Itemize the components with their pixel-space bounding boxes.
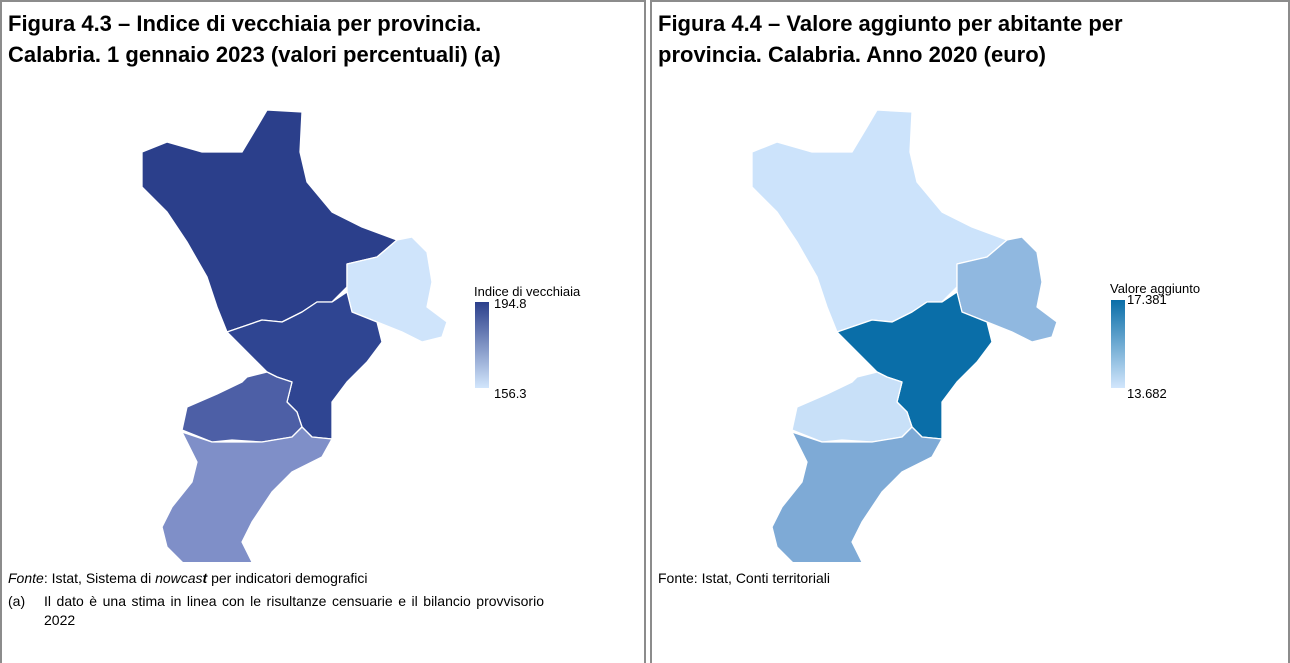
source-part: nowcas bbox=[155, 570, 203, 586]
footnote-text: Il dato è una stima in linea con le risu… bbox=[44, 593, 544, 628]
figure-title: Figura 4.3 – Indice di vecchiaia per pro… bbox=[8, 8, 501, 70]
figure-panel: Figura 4.4 – Valore aggiunto per abitant… bbox=[650, 0, 1290, 663]
source-part: Fonte: Istat, Conti territoriali bbox=[658, 570, 830, 586]
legend-colorbar bbox=[475, 302, 489, 388]
source-part: Fonte bbox=[8, 570, 44, 586]
legend-min-label: 13.682 bbox=[1127, 386, 1167, 401]
province-reggio-calabria bbox=[161, 426, 333, 562]
legend-max-label: 194.8 bbox=[494, 296, 527, 311]
source-part: : Istat, Sistema di bbox=[43, 570, 156, 586]
province-crotone bbox=[346, 236, 448, 343]
province-vibo-valentia bbox=[791, 371, 913, 443]
legend-colorbar bbox=[1111, 300, 1125, 388]
source: Fonte: Istat, Sistema di nowcast per ind… bbox=[8, 570, 368, 586]
footnote-marker: (a) bbox=[8, 593, 26, 609]
province-crotone bbox=[956, 236, 1058, 343]
title-line: Figura 4.4 – Valore aggiunto per abitant… bbox=[658, 11, 1123, 36]
figure-panel: Figura 4.3 – Indice di vecchiaia per pro… bbox=[0, 0, 646, 663]
legend-title: Valore aggiunto bbox=[1110, 281, 1200, 296]
source-part: per indicatori demografici bbox=[207, 570, 368, 586]
title-line: provincia. Calabria. Anno 2020 (euro) bbox=[658, 42, 1046, 67]
legend-title: Indice di vecchiaia bbox=[474, 284, 581, 299]
map: Valore aggiunto 17.381 13.682 bbox=[751, 109, 1200, 562]
figure-title: Figura 4.4 – Valore aggiunto per abitant… bbox=[658, 8, 1123, 70]
title-line: Calabria. 1 gennaio 2023 (valori percent… bbox=[8, 42, 501, 67]
legend-min-label: 156.3 bbox=[494, 386, 527, 401]
province-vibo-valentia bbox=[181, 371, 303, 443]
title-line: Figura 4.3 – Indice di vecchiaia per pro… bbox=[8, 11, 482, 36]
province-reggio-calabria bbox=[771, 426, 943, 562]
footnote: (a) Il dato è una stima in linea con le … bbox=[8, 592, 638, 630]
source: Fonte: Istat, Conti territoriali bbox=[658, 570, 830, 586]
map: Indice di vecchiaia 194.8 156.3 bbox=[141, 109, 581, 562]
source-part: t bbox=[202, 570, 208, 586]
legend-max-label: 17.381 bbox=[1127, 292, 1167, 307]
